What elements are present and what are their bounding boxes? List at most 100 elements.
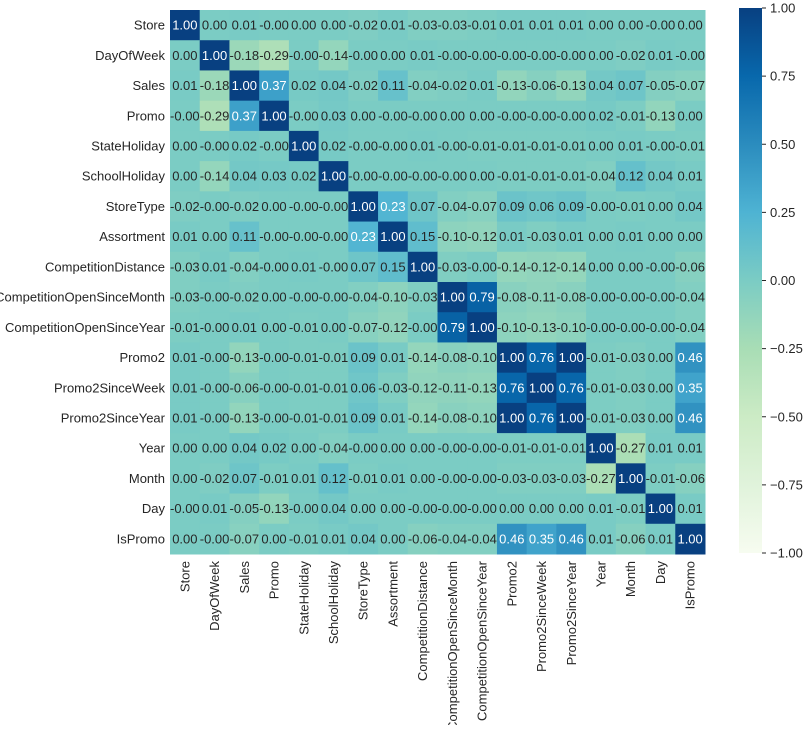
cell-annotation: -0.00 [497, 48, 527, 63]
cell-annotation: 1.00 [440, 290, 465, 305]
cell-annotation: -0.12 [378, 320, 408, 335]
cell-annotation: 0.01 [172, 78, 197, 93]
cell-annotation: -0.01 [556, 139, 586, 154]
cell-annotation: 0.76 [559, 380, 584, 395]
heatmap-cell [348, 251, 379, 283]
cell-annotation: -0.01 [319, 350, 349, 365]
cell-annotation: -0.00 [200, 350, 230, 365]
heatmap-cell [496, 282, 528, 313]
cell-annotation: 0.01 [172, 229, 197, 244]
heatmap-cell [556, 282, 587, 313]
cell-annotation: -0.02 [348, 18, 378, 33]
heatmap-cell [199, 40, 230, 71]
cell-annotation: 0.01 [588, 531, 613, 546]
cell-annotation: -0.00 [586, 290, 616, 305]
cell-annotation: 0.00 [261, 531, 286, 546]
cell-annotation: 0.00 [588, 139, 613, 154]
cell-annotation: 0.00 [261, 199, 286, 214]
heatmap-cell [496, 161, 528, 192]
heatmap-cell [288, 100, 320, 132]
cell-annotation: -0.06 [675, 471, 705, 486]
cell-annotation: 0.07 [618, 78, 643, 93]
cell-annotation: 0.00 [172, 531, 197, 546]
heatmap-cell [259, 191, 290, 223]
cell-annotation: -0.01 [616, 501, 646, 516]
heatmap-cell [556, 433, 587, 464]
cell-annotation: -0.00 [408, 501, 438, 516]
cell-annotation: 0.00 [202, 441, 227, 456]
x-tick-label: CompetitionOpenSinceMonth [445, 561, 460, 725]
cell-annotation: -0.00 [408, 108, 438, 123]
heatmap-cell [437, 10, 468, 41]
cell-annotation: -0.03 [527, 229, 557, 244]
heatmap-cell [318, 10, 349, 41]
cell-annotation: 0.06 [351, 380, 376, 395]
heatmap-cell [378, 191, 409, 223]
heatmap-cell [556, 493, 587, 525]
cell-annotation: 0.79 [440, 320, 465, 335]
heatmap-cell [229, 433, 260, 464]
heatmap-cell [645, 402, 676, 434]
cell-annotation: -0.13 [467, 380, 497, 395]
heatmap-cell [288, 402, 320, 434]
cell-annotation: -0.14 [408, 350, 438, 365]
cell-annotation: 0.01 [321, 531, 346, 546]
cell-annotation: 1.00 [351, 199, 376, 214]
heatmap-cell [199, 493, 230, 525]
cell-annotation: -0.12 [467, 229, 497, 244]
cell-annotation: 0.01 [380, 18, 405, 33]
heatmap-cell [526, 191, 557, 223]
heatmap-cell [407, 161, 438, 192]
cell-annotation: 0.01 [232, 320, 257, 335]
cell-annotation: -0.13 [646, 108, 676, 123]
heatmap-cell [586, 40, 617, 71]
heatmap-cell [348, 100, 379, 132]
cell-annotation: -0.02 [200, 471, 230, 486]
heatmap-cell [586, 523, 617, 555]
heatmap-cell [348, 221, 379, 253]
heatmap-cell [496, 342, 528, 374]
cell-annotation: -0.00 [467, 471, 497, 486]
heatmap-cell [615, 463, 647, 495]
cell-annotation: 0.09 [559, 199, 584, 214]
heatmap-cell [407, 221, 438, 253]
heatmap-cell [526, 523, 557, 555]
heatmap-cell [199, 282, 230, 313]
cell-annotation: -0.01 [527, 441, 557, 456]
heatmap-cell [437, 40, 468, 71]
cell-annotation: -0.03 [408, 18, 438, 33]
heatmap-cell [378, 493, 409, 525]
heatmap-cell [556, 70, 587, 102]
cell-annotation: 0.01 [380, 350, 405, 365]
cell-annotation: 0.01 [410, 48, 435, 63]
heatmap-cell [645, 130, 676, 162]
cell-annotation: -0.13 [229, 350, 259, 365]
heatmap-cell [615, 312, 647, 343]
heatmap-cell [675, 312, 706, 343]
cell-annotation: -0.03 [170, 290, 200, 305]
heatmap-cell [467, 70, 498, 102]
heatmap-cell [199, 342, 230, 374]
cell-annotation: 0.07 [232, 471, 257, 486]
cell-annotation: -0.00 [497, 108, 527, 123]
heatmap-cell [675, 523, 706, 555]
cell-annotation: 0.01 [618, 139, 643, 154]
colorbar-tick-label: −1.00 [770, 546, 803, 561]
x-tick-label: SchoolHoliday [326, 561, 341, 645]
heatmap-cell [407, 251, 438, 283]
heatmap-cell [586, 130, 617, 162]
cell-annotation: 0.01 [677, 169, 702, 184]
cell-annotation: 0.00 [202, 18, 227, 33]
cell-annotation: 0.02 [261, 441, 286, 456]
heatmap-cell [199, 402, 230, 434]
x-tick-label: Promo2 [504, 561, 519, 607]
heatmap-cell [318, 282, 349, 313]
cell-annotation: -0.01 [289, 380, 319, 395]
heatmap-cell [229, 402, 260, 434]
cell-annotation: -0.00 [259, 229, 289, 244]
cell-annotation: -0.14 [408, 411, 438, 426]
heatmap-cell [199, 463, 230, 495]
heatmap-cell [199, 130, 230, 162]
heatmap-cell [229, 251, 260, 283]
heatmap-cell [675, 463, 706, 495]
